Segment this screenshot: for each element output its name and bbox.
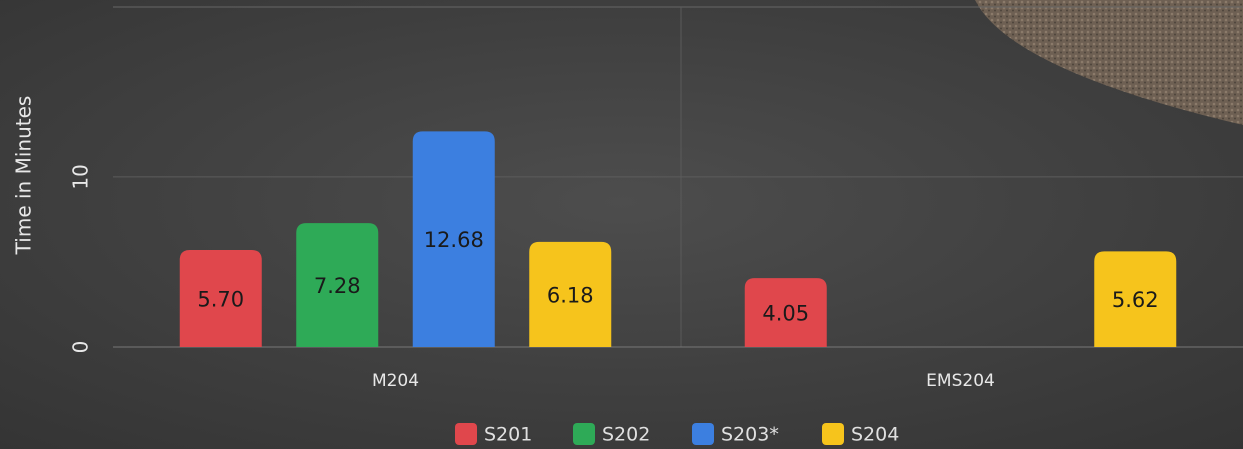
bar: [529, 241, 612, 347]
value-label: 6.18: [547, 283, 594, 307]
value-label: 7.28: [314, 274, 361, 298]
value-label: 5.62: [1112, 288, 1159, 312]
x-tick-label: M204: [372, 371, 419, 391]
legend-swatch: [573, 423, 595, 445]
bar: [1094, 251, 1177, 347]
y-tick-label: 0: [69, 341, 93, 354]
bar: [412, 131, 495, 347]
legend-swatch: [822, 423, 844, 445]
legend-label: S204: [851, 424, 899, 446]
legend-swatch: [692, 423, 714, 445]
value-label: 4.05: [762, 302, 809, 326]
value-label: 12.68: [424, 228, 484, 252]
y-axis-title: Time in Minutes: [12, 96, 36, 256]
gravel: [975, 0, 1243, 125]
bar: [179, 250, 262, 347]
y-tick-label: 10: [69, 164, 93, 189]
bar: [296, 223, 379, 347]
legend-label: S202: [602, 424, 650, 446]
x-tick-label: EMS204: [926, 371, 995, 391]
legend-label: S201: [484, 424, 532, 446]
legend-label: S203*: [721, 424, 779, 446]
bar: [744, 278, 827, 347]
value-label: 5.70: [197, 288, 244, 312]
legend-swatch: [455, 423, 477, 445]
